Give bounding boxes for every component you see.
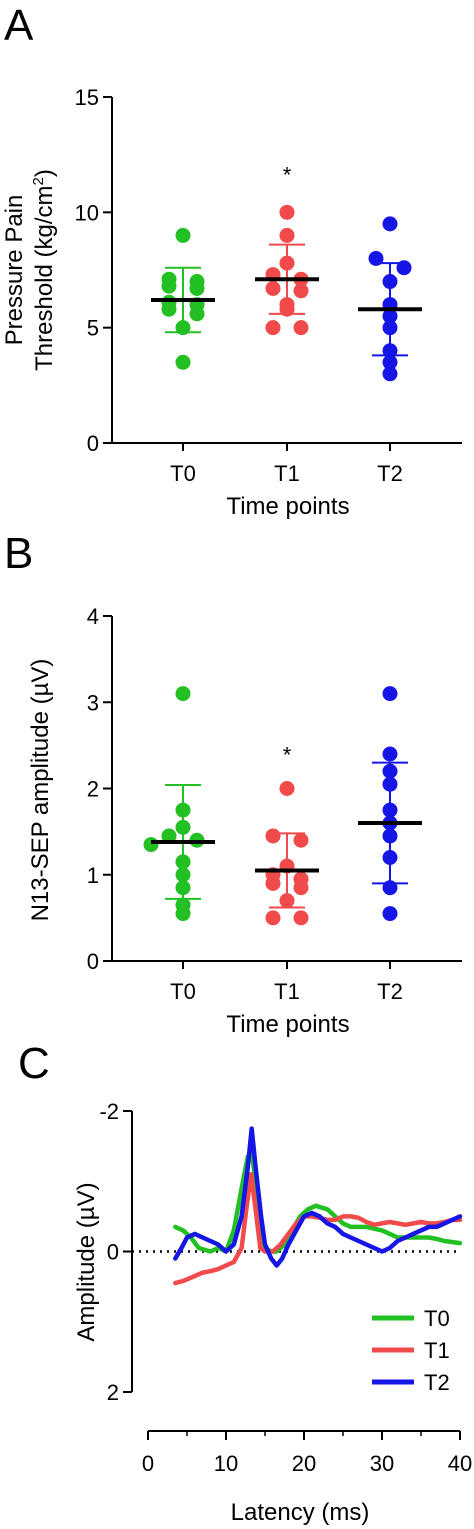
- panel-a-xtick-label: T2: [377, 461, 403, 486]
- panel-a-point-t2: [382, 274, 398, 290]
- panel-b-ytick-label: 4: [87, 604, 99, 629]
- panel-c-xtick-label: 10: [214, 1451, 238, 1476]
- panel-c-legend-label-t1: T1: [424, 1338, 450, 1363]
- panel-b-xlabel: Time points: [226, 1011, 349, 1038]
- panel-a-point-t0: [189, 306, 205, 322]
- panel-b-point-t0: [161, 828, 177, 844]
- panel-a-ytick-label: 10: [75, 200, 99, 225]
- panel-a-point-t1: [265, 280, 281, 296]
- panel-c-xtick-label: 20: [292, 1451, 316, 1476]
- panel-a-point-t2: [382, 366, 398, 382]
- panel-b-point-t2: [382, 746, 398, 762]
- panel-b-plot: 0 1 2 3 4 T0 T1 T2 *: [87, 604, 462, 1004]
- panel-a-point-t2: [382, 216, 398, 232]
- panel-c-legend-label-t2: T2: [424, 1370, 450, 1395]
- panel-b-xtick-label: T0: [170, 979, 196, 1004]
- panel-b-point-t2: [382, 802, 398, 818]
- panel-a-significance-marker: *: [283, 162, 292, 187]
- panel-c-ytick-label: 0: [107, 1240, 119, 1265]
- panel-c-line-t1: [173, 1171, 463, 1286]
- panel-b-point-t2: [382, 763, 398, 779]
- panel-b-point-t1: [265, 910, 281, 926]
- panel-b-point-t2: [382, 850, 398, 865]
- panel-b-ytick-label: 1: [87, 863, 99, 888]
- panel-b-point-t0: [143, 837, 159, 853]
- panel-b-point-t2: [382, 686, 398, 702]
- panel-b-xtick-label: T2: [377, 979, 403, 1004]
- panel-b-point-t2: [382, 828, 398, 844]
- panel-b-point-t0: [175, 686, 191, 702]
- panel-a-plot: 0 5 10 15 T0 T1 T2 *: [75, 85, 462, 486]
- panel-a-point-t2: [382, 343, 398, 359]
- panel-a-point-t1: [279, 255, 295, 271]
- panel-c-line-t0: [173, 1150, 463, 1254]
- panel-c-xlabel: Latency (ms): [231, 1499, 370, 1526]
- panel-a-ylabel: Pressure Pain Threshold (kg/cm2): [1, 169, 58, 371]
- panel-a-point-t2: [382, 354, 398, 370]
- panel-c-xtick-label: 30: [370, 1451, 394, 1476]
- panel-b-xtick-label: T1: [274, 979, 300, 1004]
- panel-b-point-t1: [293, 910, 309, 926]
- panel-b-point-t1: [279, 893, 295, 909]
- panel-a: A Pressure Pain Threshold (kg/cm2) Time …: [1, 1, 462, 520]
- panel-b-point-t2: [382, 776, 398, 792]
- panel-b-point-t1: [279, 781, 295, 796]
- panel-a-point-t0: [175, 227, 191, 243]
- panel-a-xtick-label: T1: [274, 461, 300, 486]
- panel-a-point-t0: [189, 280, 205, 296]
- panel-a-ytick-label: 5: [87, 316, 99, 341]
- panel-a-letter: A: [4, 1, 34, 50]
- panel-b: B N13-SEP amplitude (µV) Time points 0 1 2…: [4, 529, 462, 1038]
- panel-b-point-t2: [382, 906, 398, 922]
- panel-b-ytick-label: 3: [87, 690, 99, 715]
- panel-b-point-t2: [382, 880, 398, 896]
- panel-b-point-t0: [175, 867, 191, 883]
- panel-a-point-t2: [382, 308, 398, 324]
- panel-b-point-t1: [293, 832, 309, 848]
- panel-b-ytick-label: 2: [87, 777, 99, 802]
- panel-b-point-t0: [175, 802, 191, 818]
- panel-a-ytick-label: 0: [87, 431, 99, 456]
- panel-a-point-t0: [175, 320, 191, 336]
- panel-a-point-t2: [382, 320, 398, 336]
- panel-a-point-t0: [175, 354, 191, 370]
- panel-a-point-t1: [279, 227, 295, 243]
- panel-a-xtick-label: T0: [170, 461, 196, 486]
- panel-c-ytick-label: 2: [107, 1380, 119, 1405]
- panel-c-line-t2: [173, 1126, 463, 1268]
- panel-b-ylabel: N13-SEP amplitude (µV): [27, 659, 54, 922]
- panel-b-point-t0: [175, 880, 191, 896]
- panel-b-letter: B: [4, 529, 33, 578]
- panel-a-point-t0: [161, 301, 177, 317]
- panel-a-ytick-label: 15: [75, 85, 99, 110]
- panel-a-xlabel: Time points: [226, 493, 349, 520]
- panel-c-xtick-label: 40: [448, 1451, 472, 1476]
- panel-c-legend-label-t0: T0: [424, 1306, 450, 1331]
- panel-b-significance-marker: *: [283, 743, 292, 768]
- panel-a-point-t2: [368, 250, 384, 266]
- panel-b-point-t0: [175, 906, 191, 922]
- panel-c-ytick-label: -2: [99, 1099, 119, 1124]
- panel-b-point-t0: [175, 819, 191, 835]
- panel-a-point-t0: [161, 278, 177, 294]
- panel-b-point-t1: [265, 875, 281, 891]
- panel-a-ylabel-line2: Threshold (kg/cm2): [30, 169, 58, 371]
- panel-b-ytick-label: 0: [87, 949, 99, 974]
- panel-a-point-t1: [293, 283, 309, 299]
- panel-a-point-t1: [279, 301, 295, 317]
- panel-b-point-t0: [175, 854, 191, 870]
- panel-a-point-t1: [265, 320, 281, 336]
- panel-a-ylabel-line1: Pressure Pain: [1, 195, 28, 346]
- panel-a-point-t1: [279, 204, 295, 220]
- panel-c-letter: C: [18, 1039, 50, 1088]
- panel-a-point-t1: [293, 320, 309, 336]
- panel-a-point-t2: [396, 260, 412, 276]
- panel-b-point-t1: [265, 828, 281, 844]
- panel-c-xtick-label: 0: [142, 1451, 154, 1476]
- panel-c-ylabel: Amplitude (µV): [73, 1182, 100, 1341]
- panel-b-point-t1: [293, 880, 309, 896]
